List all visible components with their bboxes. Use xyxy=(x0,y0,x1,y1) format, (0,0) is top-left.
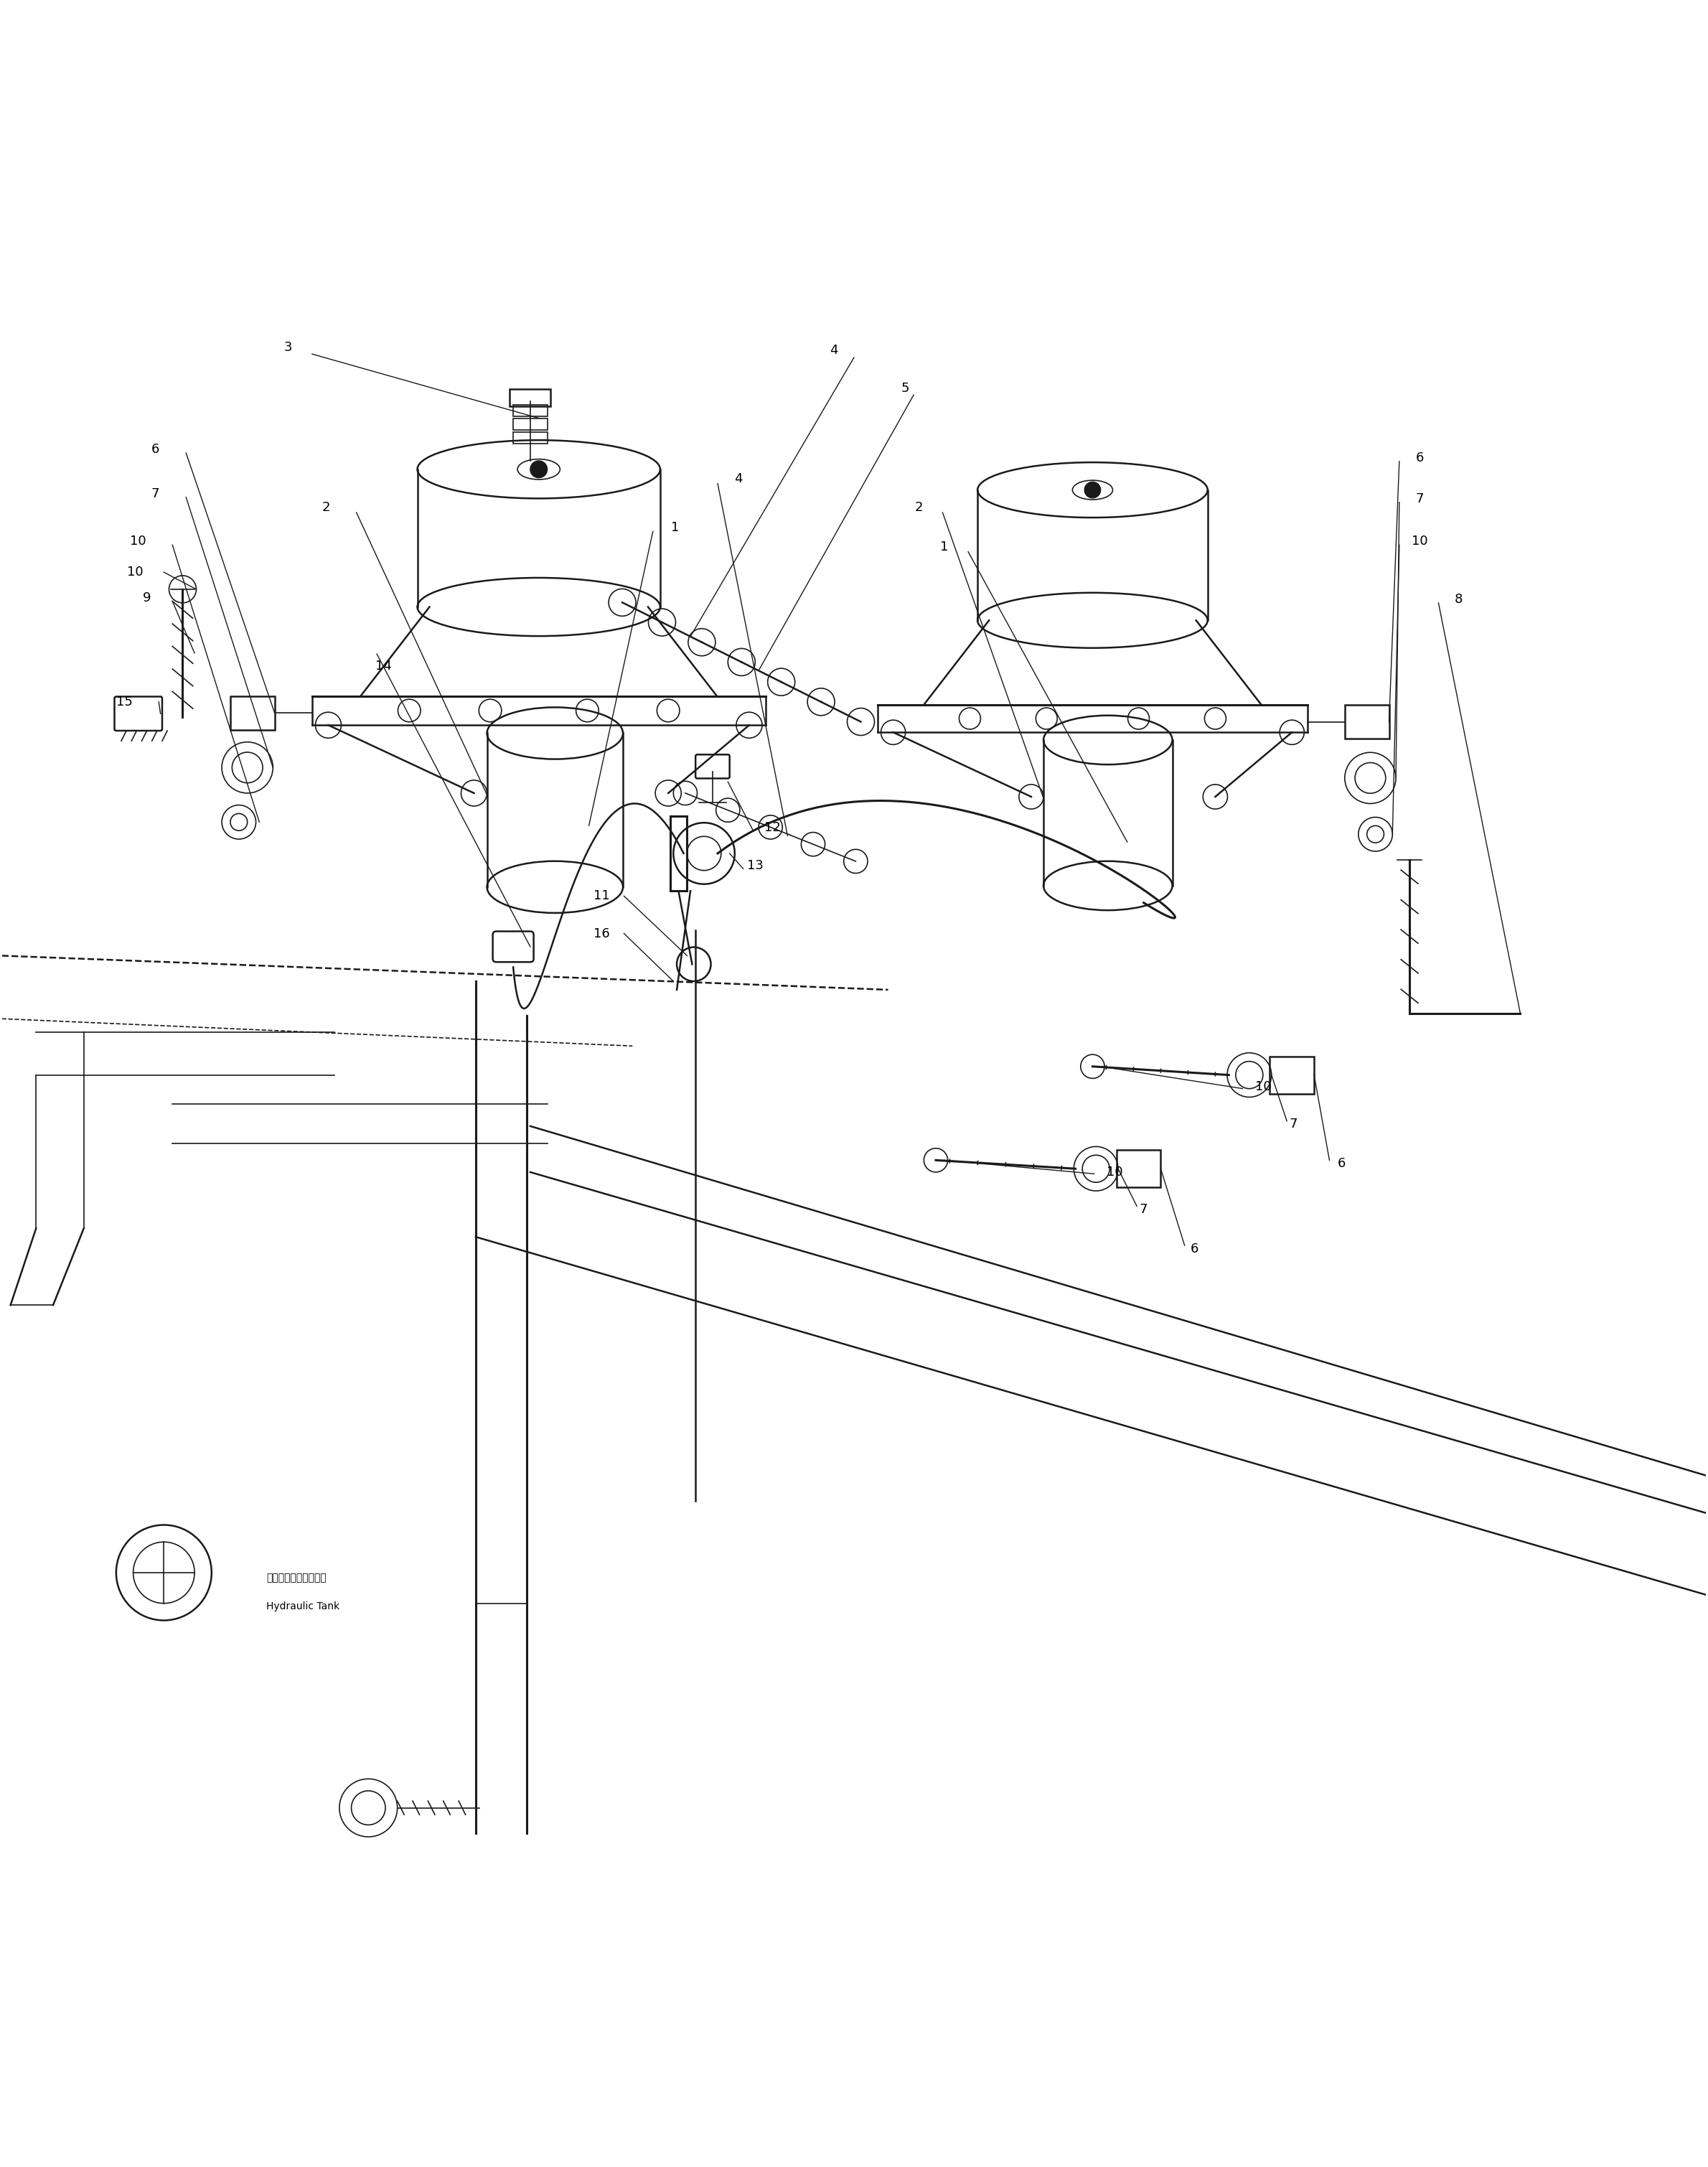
Text: 2: 2 xyxy=(914,501,922,514)
Text: 2: 2 xyxy=(321,501,330,514)
Text: 7: 7 xyxy=(1416,492,1424,505)
Text: 4: 4 xyxy=(830,345,837,358)
Text: 10: 10 xyxy=(1107,1166,1122,1179)
Text: 3: 3 xyxy=(284,340,292,353)
Text: 15: 15 xyxy=(116,696,133,709)
Text: ハイドロリックタンク: ハイドロリックタンク xyxy=(266,1573,326,1582)
Circle shape xyxy=(1085,481,1100,498)
Text: 16: 16 xyxy=(594,927,610,940)
Text: 9: 9 xyxy=(143,592,150,605)
Text: 11: 11 xyxy=(594,891,610,901)
Text: 7: 7 xyxy=(152,488,159,501)
Text: 5: 5 xyxy=(902,381,909,394)
Text: Hydraulic Tank: Hydraulic Tank xyxy=(266,1601,340,1612)
Text: 1: 1 xyxy=(671,522,680,535)
Text: 12: 12 xyxy=(763,821,781,834)
Text: 6: 6 xyxy=(1416,451,1424,464)
Text: 7: 7 xyxy=(1290,1118,1298,1131)
Text: 7: 7 xyxy=(1139,1203,1148,1216)
Text: 6: 6 xyxy=(1337,1157,1346,1170)
Text: 4: 4 xyxy=(734,472,743,485)
Text: 10: 10 xyxy=(1411,535,1428,548)
Text: 8: 8 xyxy=(1455,594,1464,607)
Text: 1: 1 xyxy=(939,540,948,553)
Text: 10: 10 xyxy=(130,535,147,548)
Text: 13: 13 xyxy=(746,858,763,871)
Text: 10: 10 xyxy=(126,566,143,579)
Text: 14: 14 xyxy=(376,659,391,672)
Text: 6: 6 xyxy=(152,442,159,455)
Circle shape xyxy=(529,462,547,477)
Text: 10: 10 xyxy=(1255,1081,1271,1094)
Text: 6: 6 xyxy=(1190,1242,1199,1255)
